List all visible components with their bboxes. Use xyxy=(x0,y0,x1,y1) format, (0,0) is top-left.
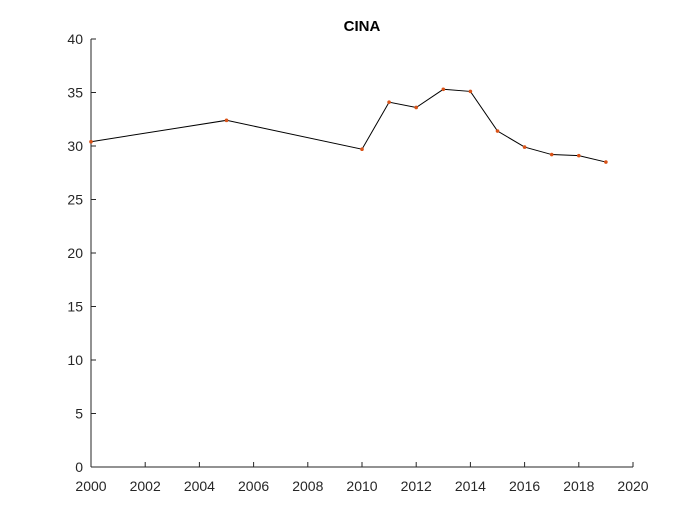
x-tick-label: 2004 xyxy=(184,478,215,494)
x-tick-label: 2016 xyxy=(509,478,540,494)
x-tick-label: 2014 xyxy=(455,478,486,494)
x-tick-label: 2000 xyxy=(75,478,106,494)
y-tick-label: 30 xyxy=(67,138,83,154)
y-tick-label: 35 xyxy=(67,85,83,101)
data-point xyxy=(549,152,554,157)
y-tick-label: 5 xyxy=(75,406,83,422)
x-tick-label: 2008 xyxy=(292,478,323,494)
x-tick-label: 2020 xyxy=(617,478,648,494)
x-tick-label: 2006 xyxy=(238,478,269,494)
data-point xyxy=(604,160,608,164)
chart-title: CINA xyxy=(344,18,381,35)
axes: 0 5 10 15 20 25 30 35 40 2000 2002 2004 2006 2008 2010… xyxy=(67,31,648,494)
data-point xyxy=(224,118,229,123)
y-tick-label: 20 xyxy=(67,245,83,261)
y-tick-label: 25 xyxy=(67,192,83,208)
x-tick-label: 2010 xyxy=(346,478,377,494)
data-point xyxy=(495,129,500,133)
data-point xyxy=(441,87,446,92)
data-series xyxy=(89,87,608,164)
y-tick-label: 40 xyxy=(67,31,83,47)
y-tick-label: 15 xyxy=(67,299,83,315)
data-point xyxy=(522,145,527,149)
data-point xyxy=(89,139,93,144)
data-point xyxy=(468,89,473,94)
x-tick-label: 2012 xyxy=(401,478,432,494)
y-tick-label: 0 xyxy=(75,459,83,475)
series-line xyxy=(90,88,607,163)
y-tick-label: 10 xyxy=(67,352,83,368)
data-point xyxy=(360,147,364,152)
data-point xyxy=(577,153,581,158)
data-point xyxy=(414,105,419,110)
x-tick-label: 2002 xyxy=(130,478,161,494)
x-tick-label: 2018 xyxy=(563,478,594,494)
data-point xyxy=(387,100,391,104)
